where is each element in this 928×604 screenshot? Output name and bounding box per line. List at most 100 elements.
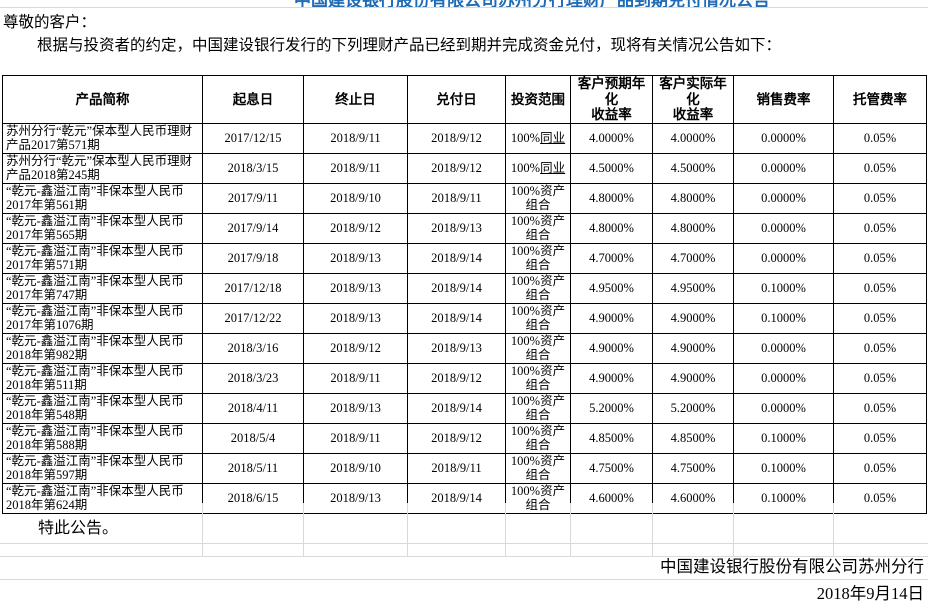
expected-yield-cell: 4.8000% [570, 212, 653, 244]
gridline [303, 503, 304, 556]
end-date-cell: 2018/9/12 [303, 332, 408, 364]
investment-scope-cell: 100%资产 组合 [505, 302, 571, 334]
investment-scope-cell: 100%资产 组合 [505, 482, 571, 514]
expected-yield-cell: 4.5000% [570, 152, 653, 184]
product-name-cell: 苏州分行“乾元”保本型人民币理财 产品2018第245期 [2, 152, 203, 184]
greeting-text: 尊敬的客户： [3, 14, 97, 31]
actual-yield-cell: 4.9000% [652, 302, 734, 334]
actual-yield-cell: 4.0000% [652, 122, 734, 154]
sales-fee-cell: 0.0000% [733, 212, 834, 244]
sales-fee-cell: 0.0000% [733, 152, 834, 184]
closing-text: 特此公告。 [38, 520, 119, 537]
column-header: 销售费率 [733, 75, 834, 124]
expected-yield-cell: 4.0000% [570, 122, 653, 154]
custody-fee-cell: 0.05% [833, 392, 927, 424]
investment-scope-cell: 100%资产 组合 [505, 332, 571, 364]
column-header: 起息日 [202, 75, 304, 124]
custody-fee-cell: 0.05% [833, 212, 927, 244]
table-row: “乾元-鑫溢江南”非保本型人民币 2018年第588期 2018/5/4 2018/… [2, 422, 927, 454]
gridline [407, 503, 408, 556]
custody-fee-cell: 0.05% [833, 182, 927, 214]
sales-fee-cell: 0.0000% [733, 122, 834, 154]
value-date-cell: 2017/9/11 [202, 182, 304, 214]
custody-fee-cell: 0.05% [833, 482, 927, 514]
end-date-cell: 2018/9/11 [303, 362, 408, 394]
product-name-cell: “乾元-鑫溢江南”非保本型人民币 2018年第624期 [2, 482, 203, 514]
table-row: 苏州分行“乾元”保本型人民币理财 产品2017第571期 2017/12/15 20… [2, 122, 927, 154]
product-name-cell: “乾元-鑫溢江南”非保本型人民币 2017年第571期 [2, 242, 203, 274]
gridline [0, 7, 928, 8]
value-date-cell: 2017/12/22 [202, 302, 304, 334]
actual-yield-cell: 4.5000% [652, 152, 734, 184]
product-name-cell: “乾元-鑫溢江南”非保本型人民币 2018年第597期 [2, 452, 203, 484]
product-name-cell: 苏州分行“乾元”保本型人民币理财 产品2017第571期 [2, 122, 203, 154]
table-row: “乾元-鑫溢江南”非保本型人民币 2017年第1076期 2017/12/22 20… [2, 302, 927, 334]
table-row: “乾元-鑫溢江南”非保本型人民币 2018年第511期 2018/3/23 2018… [2, 362, 927, 394]
product-name-cell: “乾元-鑫溢江南”非保本型人民币 2018年第588期 [2, 422, 203, 454]
expected-yield-cell: 4.9000% [570, 362, 653, 394]
sales-fee-cell: 0.0000% [733, 332, 834, 364]
column-header: 客户预期年化 收益率 [570, 75, 653, 124]
pay-date-cell: 2018/9/11 [407, 182, 506, 214]
expected-yield-cell: 4.8500% [570, 422, 653, 454]
footer-date: 2018年9月14日 [816, 584, 924, 603]
expected-yield-cell: 4.9000% [570, 302, 653, 334]
value-date-cell: 2018/6/15 [202, 482, 304, 514]
value-date-cell: 2018/3/16 [202, 332, 304, 364]
product-name-cell: “乾元-鑫溢江南”非保本型人民币 2018年第982期 [2, 332, 203, 364]
product-name-cell: “乾元-鑫溢江南”非保本型人民币 2017年第561期 [2, 182, 203, 214]
sales-fee-cell: 0.0000% [733, 362, 834, 394]
end-date-cell: 2018/9/11 [303, 152, 408, 184]
sales-fee-cell: 0.1000% [733, 302, 834, 334]
investment-scope-cell: 100%同业 [505, 152, 571, 184]
investment-scope-cell: 100%同业 [505, 122, 571, 154]
custody-fee-cell: 0.05% [833, 302, 927, 334]
end-date-cell: 2018/9/11 [303, 422, 408, 454]
end-date-cell: 2018/9/13 [303, 272, 408, 304]
pay-date-cell: 2018/9/14 [407, 242, 506, 274]
custody-fee-cell: 0.05% [833, 422, 927, 454]
table-row: “乾元-鑫溢江南”非保本型人民币 2017年第747期 2017/12/18 201… [2, 272, 927, 304]
gridline [0, 579, 928, 580]
table-row: “乾元-鑫溢江南”非保本型人民币 2018年第624期 2018/6/15 2018… [2, 482, 927, 514]
pay-date-cell: 2018/9/12 [407, 122, 506, 154]
expected-yield-cell: 4.7000% [570, 242, 653, 274]
pay-date-cell: 2018/9/12 [407, 152, 506, 184]
custody-fee-cell: 0.05% [833, 122, 927, 154]
investment-scope-cell: 100%资产 组合 [505, 422, 571, 454]
gridline [652, 503, 653, 556]
expected-yield-cell: 4.6000% [570, 482, 653, 514]
column-header: 终止日 [303, 75, 408, 124]
pay-date-cell: 2018/9/14 [407, 392, 506, 424]
investment-scope-cell: 100%资产 组合 [505, 362, 571, 394]
actual-yield-cell: 4.8000% [652, 212, 734, 244]
investment-scope-cell: 100%资产 组合 [505, 452, 571, 484]
end-date-cell: 2018/9/12 [303, 212, 408, 244]
gridline [0, 556, 928, 557]
value-date-cell: 2017/9/14 [202, 212, 304, 244]
value-date-cell: 2017/12/15 [202, 122, 304, 154]
table-row: “乾元-鑫溢江南”非保本型人民币 2017年第571期 2017/9/18 2018… [2, 242, 927, 274]
pay-date-cell: 2018/9/14 [407, 272, 506, 304]
end-date-cell: 2018/9/13 [303, 302, 408, 334]
sales-fee-cell: 0.1000% [733, 482, 834, 514]
table-row: “乾元-鑫溢江南”非保本型人民币 2018年第597期 2018/5/11 2018… [2, 452, 927, 484]
sales-fee-cell: 0.0000% [733, 182, 834, 214]
pay-date-cell: 2018/9/12 [407, 362, 506, 394]
intro-paragraph: 根据与投资者的约定，中国建设银行发行的下列理财产品已经到期并完成资金兑付，现将有… [37, 37, 782, 54]
column-header: 客户实际年化 收益率 [652, 75, 734, 124]
gridline [505, 503, 506, 556]
end-date-cell: 2018/9/13 [303, 392, 408, 424]
custody-fee-cell: 0.05% [833, 332, 927, 364]
sales-fee-cell: 0.0000% [733, 392, 834, 424]
actual-yield-cell: 4.8000% [652, 182, 734, 214]
expected-yield-cell: 5.2000% [570, 392, 653, 424]
product-name-cell: “乾元-鑫溢江南”非保本型人民币 2017年第1076期 [2, 302, 203, 334]
actual-yield-cell: 5.2000% [652, 392, 734, 424]
table-row: “乾元-鑫溢江南”非保本型人民币 2018年第982期 2018/3/16 2018… [2, 332, 927, 364]
column-header: 托管费率 [833, 75, 927, 124]
value-date-cell: 2018/3/23 [202, 362, 304, 394]
gridline [833, 503, 834, 556]
page-title: 中国建设银行股份有限公司苏州分行理财产品到期兑付情况公告 [294, 0, 770, 10]
table-row: “乾元-鑫溢江南”非保本型人民币 2017年第565期 2017/9/14 2018… [2, 212, 927, 244]
